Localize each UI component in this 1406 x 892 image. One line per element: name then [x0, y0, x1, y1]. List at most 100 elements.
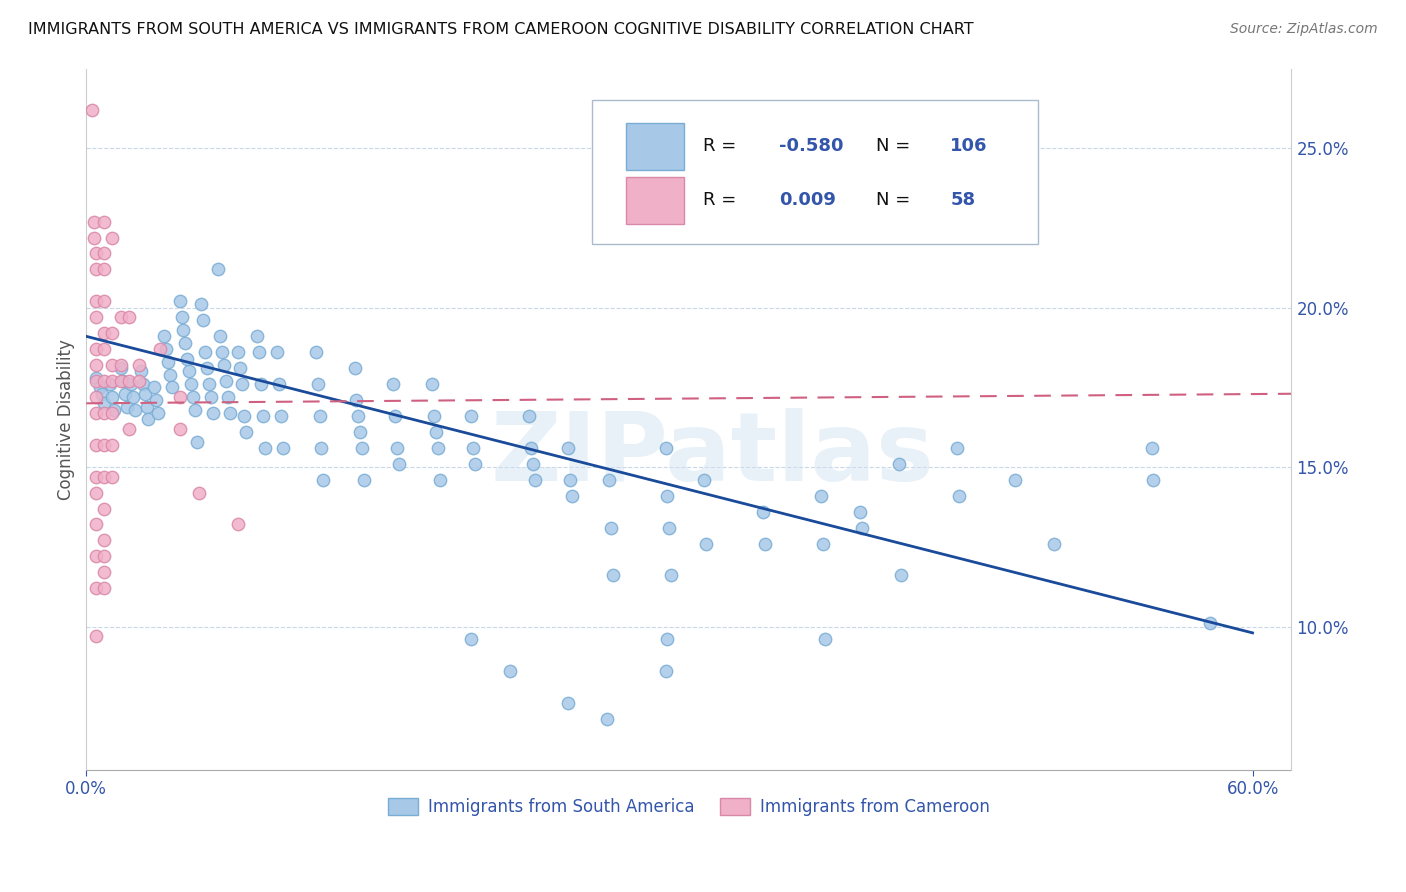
Point — [115, 400, 138, 414]
Point — [814, 632, 837, 647]
Point — [84, 358, 107, 372]
Point — [84, 581, 107, 595]
Point — [461, 441, 484, 455]
Point — [231, 377, 253, 392]
Text: R =: R = — [703, 192, 742, 210]
Point — [654, 664, 676, 678]
Point — [1004, 473, 1026, 487]
Point — [93, 533, 115, 548]
Point — [235, 425, 257, 439]
Point — [100, 406, 122, 420]
Legend: Immigrants from South America, Immigrants from Cameroon: Immigrants from South America, Immigrant… — [380, 790, 998, 825]
Text: N =: N = — [876, 137, 915, 155]
Point — [1142, 473, 1164, 487]
Point — [82, 103, 104, 117]
Point — [122, 390, 145, 404]
Point — [93, 406, 115, 420]
Point — [93, 326, 115, 341]
Point — [219, 406, 242, 420]
Point — [174, 335, 197, 350]
Point — [427, 441, 450, 455]
Point — [129, 364, 152, 378]
Point — [120, 377, 142, 392]
Point — [83, 230, 105, 244]
Point — [100, 374, 122, 388]
Point — [156, 355, 179, 369]
Point — [169, 422, 191, 436]
Point — [93, 549, 115, 564]
Point — [557, 441, 579, 455]
Point — [311, 441, 333, 455]
Point — [657, 489, 679, 503]
Point — [186, 434, 208, 449]
Point — [84, 262, 107, 277]
Point — [84, 371, 107, 385]
Text: ZIPatlas: ZIPatlas — [491, 408, 935, 500]
Point — [352, 441, 374, 455]
Text: R =: R = — [703, 137, 742, 155]
Point — [84, 485, 107, 500]
Text: Source: ZipAtlas.com: Source: ZipAtlas.com — [1230, 22, 1378, 37]
Point — [207, 262, 229, 277]
Text: N =: N = — [876, 192, 915, 210]
Point — [246, 329, 269, 343]
Point — [93, 342, 115, 356]
Point — [217, 390, 239, 404]
Point — [118, 422, 141, 436]
Point — [460, 632, 482, 647]
Point — [148, 406, 170, 420]
Point — [382, 377, 405, 392]
Text: -0.580: -0.580 — [779, 137, 844, 155]
Point — [602, 568, 624, 582]
Point — [887, 457, 910, 471]
Point — [347, 409, 370, 423]
Point — [134, 386, 156, 401]
Point — [560, 473, 582, 487]
Point — [596, 712, 619, 726]
Point — [124, 402, 146, 417]
Point — [84, 406, 107, 420]
Point — [110, 374, 132, 388]
Point — [84, 246, 107, 260]
Point — [851, 521, 873, 535]
Point — [353, 473, 375, 487]
Point — [346, 393, 368, 408]
Point — [93, 246, 115, 260]
Point — [520, 441, 543, 455]
Point — [499, 664, 522, 678]
Point — [1198, 616, 1220, 631]
Point — [93, 214, 115, 228]
Point — [93, 262, 115, 277]
Point — [197, 377, 219, 392]
Point — [420, 377, 443, 392]
Point — [661, 568, 683, 582]
Point — [266, 345, 288, 359]
Point — [524, 473, 547, 487]
Point — [190, 297, 212, 311]
Point — [84, 629, 107, 643]
Point — [180, 377, 202, 392]
Point — [93, 294, 115, 309]
Point — [169, 294, 191, 309]
Point — [118, 310, 141, 325]
Point — [387, 441, 409, 455]
Point — [695, 536, 717, 550]
Point — [194, 345, 217, 359]
Point — [160, 380, 183, 394]
Point — [128, 374, 150, 388]
Point — [93, 396, 115, 410]
Point — [112, 374, 135, 388]
Point — [100, 390, 122, 404]
Point — [596, 167, 619, 181]
Point — [307, 377, 329, 392]
Point — [93, 469, 115, 483]
Point — [100, 358, 122, 372]
Point — [519, 409, 541, 423]
Point — [254, 441, 277, 455]
Point — [312, 473, 335, 487]
Point — [1043, 536, 1066, 550]
Point — [84, 310, 107, 325]
Point — [250, 377, 273, 392]
Point — [195, 361, 218, 376]
Point — [169, 390, 191, 404]
